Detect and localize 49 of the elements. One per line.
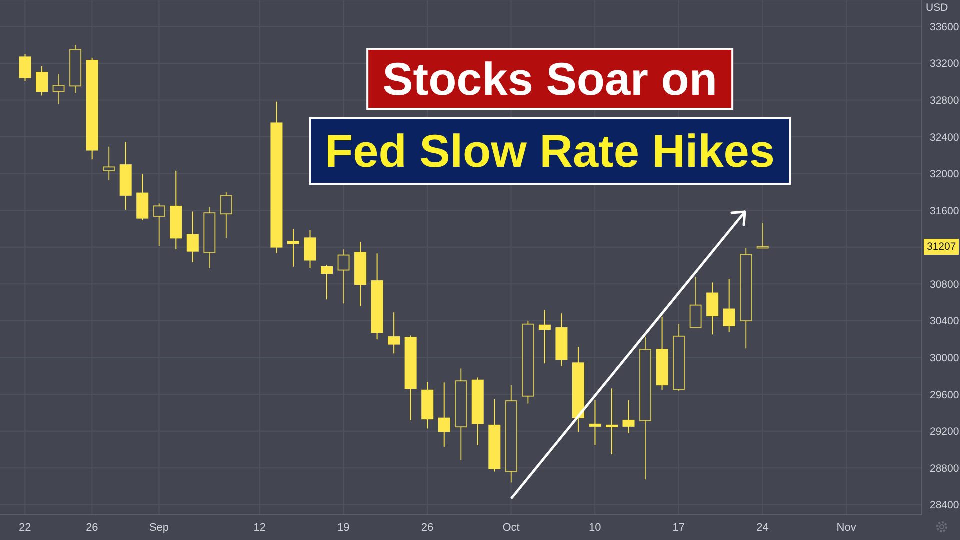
y-tick-label: 31600 [930, 205, 960, 218]
candlestick [186, 211, 199, 263]
candlestick [538, 310, 551, 364]
candlestick [36, 66, 48, 96]
candlestick [321, 264, 334, 300]
candlestick [153, 203, 166, 247]
annotation: 31207 [924, 238, 960, 255]
y-tick-label: 32400 [930, 132, 960, 144]
y-tick-label: 29600 [930, 389, 960, 402]
candlestick [388, 312, 400, 354]
x-tick-label: 22 [19, 522, 32, 534]
candlestick [706, 282, 719, 336]
candlestick [103, 146, 116, 181]
candlestick [756, 222, 769, 249]
y-tick-label: 30800 [930, 278, 960, 291]
candlestick [723, 278, 736, 333]
x-tick-label: 26 [86, 522, 98, 534]
text: Fed Slow Rate Hikes [309, 117, 791, 185]
candlestick [220, 192, 232, 239]
text: Stocks Soar on [366, 48, 734, 110]
y-axis-title: USD [926, 2, 948, 14]
x-tick-label: 12 [254, 522, 266, 534]
y-tick-label: 28400 [930, 500, 960, 512]
candlestick [690, 276, 702, 328]
x-tick-label: 26 [421, 522, 434, 534]
candlestick [338, 249, 350, 304]
x-tick-label: 10 [588, 522, 602, 534]
candlestick [622, 400, 635, 434]
y-tick-label: 33600 [930, 21, 960, 34]
candlestick [287, 228, 300, 268]
x-tick-label: Oct [502, 522, 520, 534]
candlestick [606, 388, 618, 455]
y-tick-label: 32000 [930, 168, 960, 181]
y-tick-label: 30400 [930, 316, 960, 328]
y-tick-label: 30000 [930, 352, 960, 364]
candlestick [19, 54, 32, 82]
candlestick [438, 382, 450, 448]
x-tick-label: 19 [338, 522, 350, 534]
y-tick-label: 29200 [930, 426, 960, 438]
y-tick-label: 28800 [930, 462, 960, 475]
y-tick-label: 33200 [930, 58, 960, 70]
candlestick [589, 400, 602, 446]
x-tick-label: Nov [836, 522, 857, 534]
x-tick-label: 24 [756, 522, 769, 534]
candlestick [52, 74, 65, 105]
x-tick-label: 17 [672, 522, 686, 534]
x-tick-label: Sep [149, 522, 170, 534]
y-tick-label: 32800 [930, 94, 960, 107]
candlestick [304, 230, 316, 269]
